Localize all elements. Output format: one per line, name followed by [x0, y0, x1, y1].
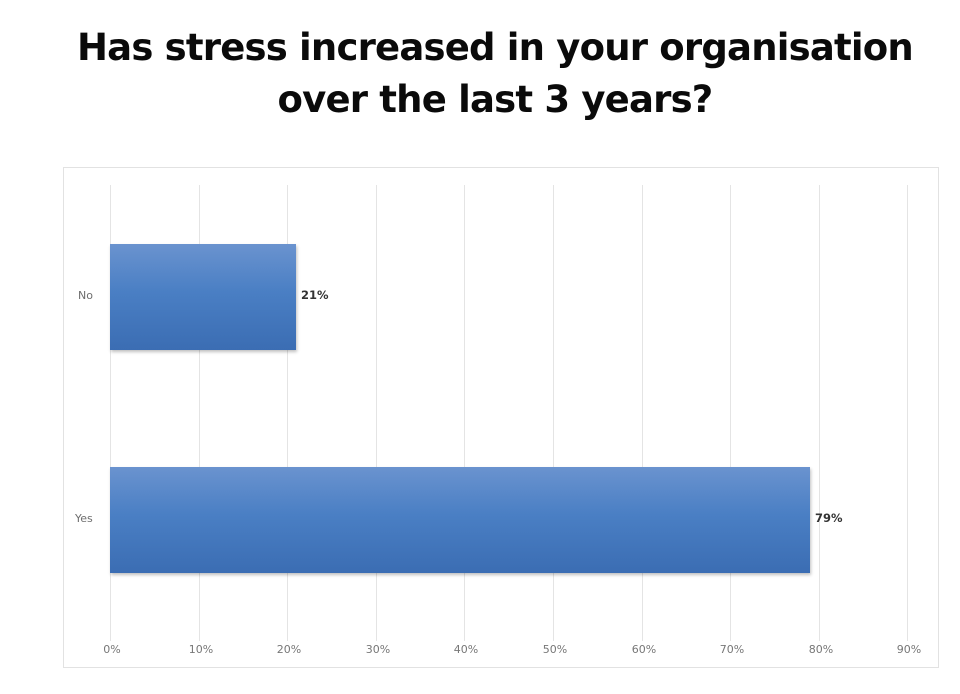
gridline — [819, 185, 820, 641]
x-tick-label: 30% — [365, 643, 391, 656]
x-tick-label: 80% — [808, 643, 834, 656]
gridline — [464, 185, 465, 641]
gridline — [199, 185, 200, 641]
x-tick-label: 90% — [896, 643, 922, 656]
gridline — [907, 185, 908, 641]
chart-frame — [63, 167, 939, 668]
gridline — [553, 185, 554, 641]
gridline — [642, 185, 643, 641]
x-tick-label: 60% — [631, 643, 657, 656]
gridline — [730, 185, 731, 641]
chart-title-line-1: Has stress increased in your organisatio… — [77, 26, 914, 69]
bar-no — [110, 244, 297, 350]
bar-yes — [110, 467, 810, 573]
data-label: 79% — [814, 511, 843, 525]
x-tick-label: 0% — [103, 643, 121, 656]
x-tick-label: 40% — [453, 643, 479, 656]
x-tick-label: 20% — [276, 643, 302, 656]
category-label: No — [78, 289, 93, 302]
chart-title: Has stress increased in your organisatio… — [0, 22, 960, 126]
x-tick-label: 70% — [719, 643, 745, 656]
x-tick-label: 10% — [188, 643, 214, 656]
x-tick-label: 50% — [542, 643, 568, 656]
data-label: 21% — [301, 288, 329, 302]
chart-title-line-2: over the last 3 years? — [277, 78, 714, 121]
gridline — [287, 185, 288, 641]
gridline — [110, 185, 111, 641]
category-label: Yes — [75, 512, 93, 525]
gridline — [376, 185, 377, 641]
